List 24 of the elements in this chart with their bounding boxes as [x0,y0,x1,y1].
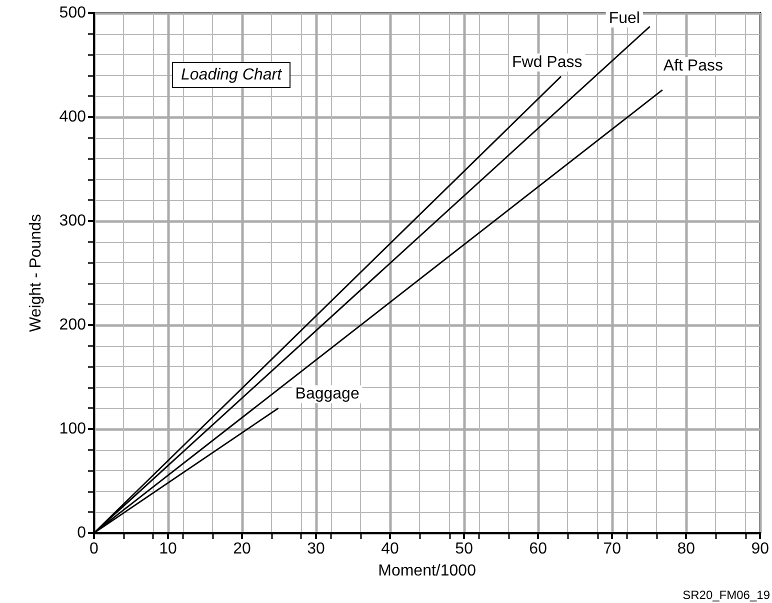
y-tick-label: 400 [59,108,86,126]
y-tick-label: 500 [59,4,86,22]
series-label: Aft Pass [663,57,723,74]
x-axis-title: Moment/1000 [378,562,476,580]
x-tick-label: 40 [381,540,400,558]
x-tick-label: 60 [529,540,548,558]
x-tick-label: 0 [90,540,99,558]
y-tick-label: 100 [59,420,86,438]
y-tick-label: 0 [77,524,86,542]
y-tick-label: 300 [59,212,86,230]
x-tick-label: 20 [233,540,252,558]
y-tick-label: 200 [59,316,86,334]
x-tick-label: 10 [159,540,178,558]
x-tick-label: 70 [603,540,622,558]
series-label: Fuel [608,10,640,28]
x-tick-label: 50 [455,540,474,558]
annotation: Loading Chart [181,66,282,84]
series-label: Fwd Pass [512,54,582,71]
series-label: Baggage [295,386,360,403]
x-tick-label: 80 [677,540,696,558]
x-tick-label: 30 [307,540,326,558]
y-axis-title: Weight - Pounds [28,214,44,332]
x-tick-label: 90 [751,540,770,558]
text: SR20_FM06_19 [682,588,770,602]
